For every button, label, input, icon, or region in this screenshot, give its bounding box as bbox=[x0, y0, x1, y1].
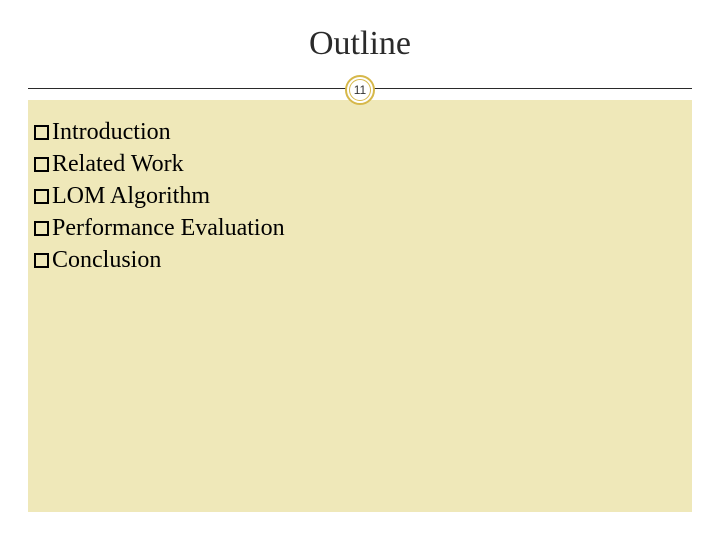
page-number-badge: 11 bbox=[345, 75, 375, 105]
slide-title: Outline bbox=[309, 25, 411, 63]
bullet-text: Related Work bbox=[52, 152, 184, 176]
bullet-text: Performance Evaluation bbox=[52, 216, 285, 240]
list-item: Performance Evaluation bbox=[34, 212, 686, 244]
square-bullet-icon bbox=[34, 253, 49, 268]
bullet-text: Introduction bbox=[52, 120, 171, 144]
bullet-text: Conclusion bbox=[52, 248, 161, 272]
square-bullet-icon bbox=[34, 125, 49, 140]
list-item: Related Work bbox=[34, 148, 686, 180]
bullet-text: LOM Algorithm bbox=[52, 184, 210, 208]
bullet-list: Introduction Related Work LOM Algorithm … bbox=[34, 116, 686, 276]
page-number: 11 bbox=[349, 79, 371, 101]
square-bullet-icon bbox=[34, 189, 49, 204]
list-item: Conclusion bbox=[34, 244, 686, 276]
square-bullet-icon bbox=[34, 221, 49, 236]
square-bullet-icon bbox=[34, 157, 49, 172]
slide: Outline 11 Introduction Related Work LOM… bbox=[0, 0, 720, 540]
list-item: Introduction bbox=[34, 116, 686, 148]
list-item: LOM Algorithm bbox=[34, 180, 686, 212]
